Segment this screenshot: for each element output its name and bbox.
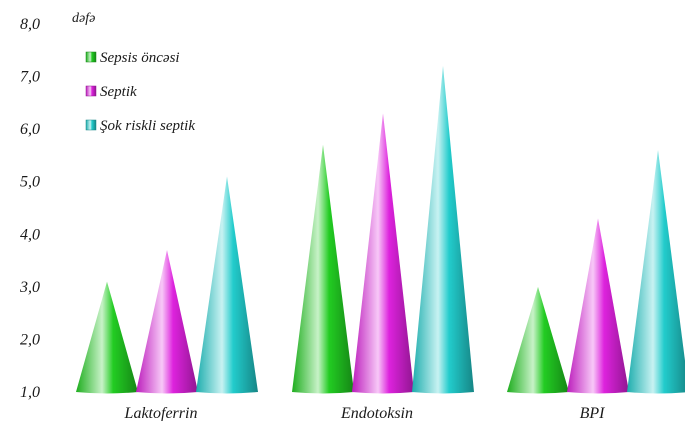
- y-tick-label: 5,0: [20, 174, 40, 191]
- y-tick-label: 2,0: [20, 331, 40, 348]
- x-axis-labels: Laktoferrin Endotoksin BPI: [124, 405, 606, 421]
- y-tick-label: 4,0: [20, 226, 40, 243]
- legend-swatch: [85, 51, 97, 63]
- y-axis-unit-label: dəfə: [72, 11, 95, 26]
- y-axis: 1,0 2,0 3,0 4,0 5,0 6,0 7,0 8,0: [19, 16, 40, 401]
- x-tick-label: Endotoksin: [340, 405, 413, 421]
- legend-label: Şok riskli septik: [100, 118, 195, 134]
- bar-endotoksin-series-2: [352, 113, 414, 394]
- legend-swatch: [85, 85, 97, 97]
- bar-bpi-series-2: [567, 218, 629, 394]
- legend: Sepsis öncəsi Septik Şok riskli septik: [85, 50, 195, 134]
- x-tick-label: Laktoferrin: [124, 405, 198, 421]
- y-tick-label: 6,0: [20, 121, 40, 138]
- bars: [76, 66, 685, 394]
- y-tick-label: 3,0: [19, 279, 40, 296]
- legend-label: Septik: [100, 84, 137, 100]
- y-tick-label: 8,0: [20, 16, 40, 33]
- bar-bpi-series-3: [627, 150, 685, 394]
- bar-endotoksin-series-3: [412, 66, 474, 394]
- legend-label: Sepsis öncəsi: [100, 50, 180, 66]
- bar-laktoferrin-series-3: [196, 176, 258, 394]
- y-tick-label: 7,0: [20, 69, 40, 86]
- legend-swatch: [85, 119, 97, 131]
- bar-endotoksin-series-1: [292, 144, 354, 394]
- bar-laktoferrin-series-2: [136, 250, 198, 394]
- y-tick-label: 1,0: [20, 384, 40, 401]
- bar-laktoferrin-series-1: [76, 281, 138, 394]
- x-tick-label: BPI: [580, 405, 606, 421]
- bar-bpi-series-1: [507, 286, 569, 394]
